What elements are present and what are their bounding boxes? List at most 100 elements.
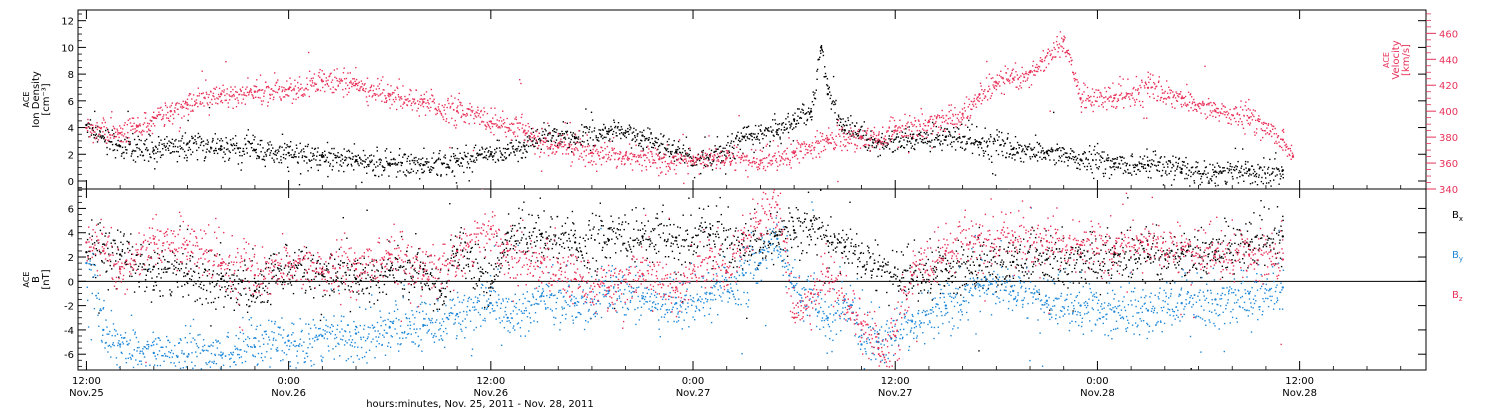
data-point — [455, 120, 456, 121]
data-point — [189, 141, 190, 142]
data-point — [463, 172, 464, 173]
data-point — [729, 154, 730, 155]
data-point — [380, 93, 381, 94]
data-point — [1041, 59, 1042, 60]
data-point — [694, 177, 695, 178]
data-point — [983, 153, 984, 154]
data-point — [182, 149, 183, 150]
data-point — [873, 142, 874, 143]
data-point — [867, 150, 868, 151]
data-point — [1190, 107, 1191, 108]
data-point — [481, 121, 482, 122]
data-point — [1163, 184, 1164, 185]
data-point — [898, 147, 899, 148]
data-point — [273, 97, 274, 98]
data-point — [1250, 183, 1251, 184]
data-point — [342, 159, 343, 160]
data-point — [367, 157, 368, 158]
data-point — [441, 162, 442, 163]
data-point — [894, 139, 895, 140]
data-point — [1149, 160, 1150, 161]
data-point — [355, 67, 356, 68]
data-point — [336, 89, 337, 90]
data-point — [629, 129, 630, 130]
data-point — [635, 145, 636, 146]
data-point — [1012, 78, 1014, 80]
data-point — [1146, 118, 1147, 119]
data-point — [1238, 182, 1239, 183]
data-point — [986, 77, 987, 78]
data-point — [757, 136, 758, 137]
data-point — [414, 99, 415, 100]
data-point — [1282, 130, 1283, 131]
data-point — [1177, 165, 1178, 166]
data-point — [448, 164, 449, 165]
data-point — [509, 124, 510, 125]
data-point — [181, 117, 182, 118]
data-point — [1256, 176, 1257, 177]
data-point — [173, 146, 174, 147]
data-point — [925, 125, 926, 126]
data-point — [1199, 171, 1200, 172]
data-point — [1162, 89, 1163, 90]
data-point — [840, 145, 841, 146]
data-point — [572, 152, 573, 153]
data-point — [375, 95, 376, 96]
data-point — [816, 157, 817, 158]
data-point — [603, 130, 604, 131]
data-point — [880, 155, 881, 156]
data-point — [112, 134, 113, 135]
data-point — [637, 161, 638, 162]
data-point — [825, 76, 826, 77]
data-point — [660, 167, 661, 168]
data-point — [1207, 172, 1208, 173]
data-point — [244, 95, 245, 96]
data-point — [230, 139, 231, 140]
data-point — [386, 100, 387, 101]
data-point — [467, 108, 468, 109]
data-point — [1225, 181, 1226, 182]
data-point — [95, 138, 96, 139]
data-point — [782, 132, 783, 133]
data-point — [940, 144, 941, 145]
data-point — [1261, 177, 1262, 178]
data-point — [742, 157, 743, 158]
data-point — [618, 122, 619, 123]
data-point — [799, 162, 800, 163]
data-point — [596, 137, 597, 138]
data-point — [353, 169, 354, 170]
data-point — [431, 158, 432, 159]
plasma-left-series — [85, 45, 1284, 190]
data-point — [810, 150, 811, 151]
data-point — [1092, 160, 1093, 161]
data-point — [131, 155, 132, 156]
data-point — [1198, 103, 1199, 104]
data-point — [113, 138, 114, 139]
data-point — [206, 94, 207, 95]
data-point — [553, 148, 554, 149]
data-point — [622, 158, 623, 159]
data-point — [858, 135, 859, 136]
data-point — [271, 144, 272, 145]
data-point — [1018, 78, 1019, 79]
data-point — [1150, 177, 1151, 178]
data-point — [826, 135, 827, 136]
data-point — [105, 122, 106, 123]
data-point — [793, 118, 795, 120]
data-point — [619, 154, 620, 155]
data-point — [412, 109, 413, 110]
data-point — [1178, 163, 1179, 164]
data-point — [459, 153, 460, 154]
data-point — [102, 136, 103, 137]
data-point — [741, 139, 742, 140]
data-point — [95, 255, 96, 256]
data-point — [1035, 135, 1036, 136]
data-point — [1132, 156, 1133, 157]
data-point — [1257, 164, 1258, 165]
data-point — [216, 143, 217, 144]
data-point — [264, 159, 265, 160]
data-point — [573, 153, 574, 154]
data-point — [663, 153, 664, 154]
data-point — [647, 152, 648, 153]
